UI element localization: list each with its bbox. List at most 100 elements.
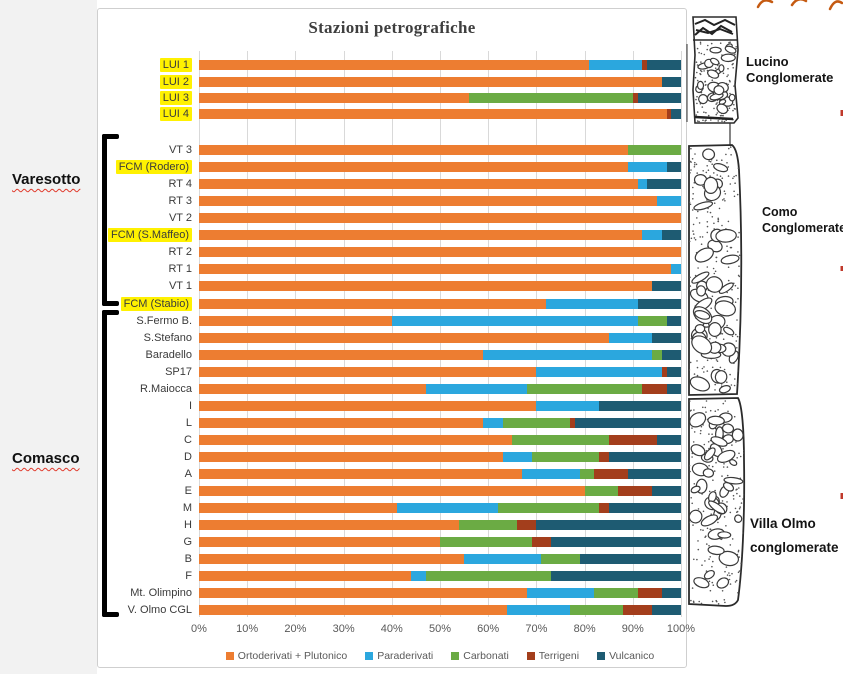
bar-segment-paraderivati <box>637 179 648 190</box>
bar-segment-vulcanico <box>661 349 681 360</box>
bar-track <box>199 162 681 173</box>
bar-track <box>199 400 681 411</box>
bar-category-label: A <box>184 467 192 480</box>
bar-segment-ortoderivati-plutonico <box>199 417 484 428</box>
bar-category-label: LUI 2 <box>98 74 199 89</box>
bar-segment-paraderivati <box>483 349 653 360</box>
bar-category-label: VT 1 <box>168 280 192 293</box>
bar-segment-terrigeni <box>666 109 672 120</box>
bar-segment-ortoderivati-plutonico <box>199 503 397 514</box>
bar-rows: LUI 1 LUI 2 LUI 3 LUI 4 VT 3 FCM (Rodero) RT 4… <box>98 57 681 619</box>
bar-segment-ortoderivati-plutonico <box>199 315 392 326</box>
bar-track <box>199 486 681 497</box>
bar-category-label: FCM (Rodero) <box>98 160 199 175</box>
bar-segment-paraderivati <box>521 468 580 479</box>
bar-row: FCM (S.Maffeo) <box>98 227 681 244</box>
legend-swatch <box>451 652 460 660</box>
bar-segment-terrigeni <box>599 451 609 462</box>
bar-track <box>199 451 681 462</box>
bar-row: RT 1 <box>98 261 681 278</box>
legend-label: Paraderivati <box>377 650 434 662</box>
bar-track <box>199 366 681 377</box>
legend-item: Vulcanico <box>597 650 654 662</box>
bar-segment-vulcanico <box>627 468 681 479</box>
bar-track <box>199 247 681 258</box>
bar-row: S.Fermo B. <box>98 312 681 329</box>
legend-item: Ortoderivati + Plutonico <box>225 650 347 662</box>
bar-segment-vulcanico <box>652 605 681 616</box>
bar-segment-ortoderivati-plutonico <box>199 298 547 309</box>
bar-track <box>199 179 681 190</box>
x-tick-label: 20% <box>284 623 307 635</box>
bar-row: RT 2 <box>98 244 681 261</box>
bar-segment-ortoderivati-plutonico <box>199 332 609 343</box>
bar-row: RT 4 <box>98 176 681 193</box>
bar-segment-terrigeni <box>642 60 648 71</box>
bar-category-label: Baradello <box>145 348 192 361</box>
bar-track <box>199 571 681 582</box>
bar-segment-carbonati <box>531 451 600 462</box>
x-tick-label: 10% <box>236 623 259 635</box>
bar-segment-ortoderivati-plutonico <box>199 247 681 258</box>
bar-segment-vulcanico <box>536 520 681 531</box>
bar-segment-paraderivati <box>396 503 498 514</box>
region-label-comasco: Comasco <box>12 450 80 467</box>
bar-segment-carbonati <box>440 537 532 548</box>
x-tick-label: 0% <box>191 623 207 635</box>
bar-segment-vulcanico <box>599 400 681 411</box>
bar-segment-carbonati <box>637 315 667 326</box>
geology-label-lucino: Conglomerate <box>746 70 833 85</box>
bar-track <box>199 588 681 599</box>
bar-track <box>199 230 681 241</box>
geology-label-como: Conglomerate <box>762 221 843 235</box>
bar-track <box>199 332 681 343</box>
bar-segment-paraderivati <box>411 571 426 582</box>
bar-segment-terrigeni <box>618 486 653 497</box>
bar-track <box>199 281 681 292</box>
bar-track <box>199 349 681 360</box>
bar-row: VT 1 <box>98 278 681 295</box>
bar-track <box>199 109 681 120</box>
geology-column-villa-olmo <box>688 397 746 607</box>
bar-segment-carbonati <box>425 571 551 582</box>
bar-segment-ortoderivati-plutonico <box>199 434 513 445</box>
bar-category-label: FCM (Stabio) <box>98 296 199 311</box>
bar-row: V. Olmo CGL <box>98 602 681 619</box>
bar-segment-terrigeni <box>623 605 653 616</box>
bar-segment-paraderivati <box>425 383 527 394</box>
edge-marks <box>840 110 843 499</box>
geology-column-como <box>688 144 743 396</box>
bar-segment-vulcanico <box>608 451 681 462</box>
bar-row: RT 3 <box>98 193 681 210</box>
bar-segment-vulcanico <box>652 486 681 497</box>
x-tick-label: 90% <box>621 623 644 635</box>
bar-row: F <box>98 568 681 585</box>
bar-row: FCM (Stabio) <box>98 295 681 312</box>
bar-segment-ortoderivati-plutonico <box>199 571 412 582</box>
bar-segment-ortoderivati-plutonico <box>199 520 460 531</box>
legend-item: Terrigeni <box>526 650 579 662</box>
bar-track <box>199 503 681 514</box>
bar-segment-terrigeni <box>570 417 575 428</box>
bar-segment-paraderivati <box>536 366 662 377</box>
bar-segment-ortoderivati-plutonico <box>199 451 503 462</box>
bar-segment-carbonati <box>652 349 662 360</box>
legend-swatch <box>597 652 606 660</box>
x-axis: 0% 10% 20% 30% 40% 50% 60% 70% 80% 90% 100% <box>98 623 695 637</box>
bar-segment-paraderivati <box>589 60 643 71</box>
geology-label-como: Como <box>762 205 798 219</box>
bar-track <box>199 468 681 479</box>
legend-swatch <box>225 652 234 660</box>
bar-segment-ortoderivati-plutonico <box>199 145 628 156</box>
x-tick-label: 40% <box>380 623 403 635</box>
group-spacer <box>98 123 681 142</box>
bar-segment-ortoderivati-plutonico <box>199 537 440 548</box>
bar-segment-carbonati <box>526 383 643 394</box>
bar-category-label: E <box>184 485 192 498</box>
bar-segment-ortoderivati-plutonico <box>199 179 638 190</box>
bar-track <box>199 213 681 224</box>
bar-segment-ortoderivati-plutonico <box>199 213 681 224</box>
bar-segment-terrigeni <box>632 92 638 103</box>
bar-track <box>199 520 681 531</box>
